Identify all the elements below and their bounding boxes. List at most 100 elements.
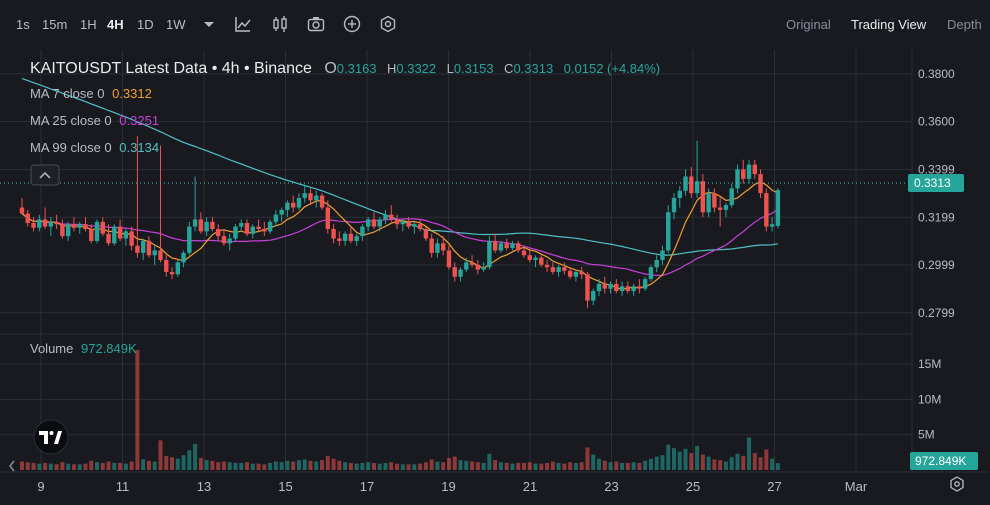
tradingview-logo <box>33 419 69 455</box>
volume-axis: 15M 10M 5M <box>918 357 941 442</box>
candle-body <box>556 267 561 272</box>
volume-bar <box>245 462 250 470</box>
settings-icon[interactable] <box>378 14 398 34</box>
candle-body <box>579 271 584 275</box>
candle-body <box>648 267 654 280</box>
candle-body <box>331 228 336 239</box>
candle-body <box>614 283 619 292</box>
volume-bar <box>141 459 146 470</box>
timeframe-1d[interactable]: 1D <box>137 17 154 32</box>
time-tick-label: 23 <box>604 479 618 494</box>
volume-bar <box>268 462 273 470</box>
volume-bar <box>568 462 573 470</box>
view-original[interactable]: Original <box>786 17 831 32</box>
candle-body <box>262 228 267 232</box>
candle-body <box>123 231 129 239</box>
candle-body <box>112 226 117 244</box>
candle-body <box>233 226 238 239</box>
timeframe-4h[interactable]: 4H <box>107 17 124 32</box>
volume-bar <box>164 455 169 470</box>
chart-title: KAITOUSDT Latest Data • 4h • Binance <box>30 60 312 77</box>
candle-body <box>37 219 42 228</box>
volume-bar <box>320 460 325 470</box>
volume-bar <box>193 443 198 470</box>
volume-bar <box>695 446 700 470</box>
volume-bar <box>487 453 492 470</box>
candle-body <box>608 283 613 289</box>
time-tick-label: 11 <box>116 479 130 494</box>
candle-body <box>446 250 452 268</box>
chart-settings-icon[interactable] <box>950 476 964 492</box>
candle-body <box>89 228 94 241</box>
camera-icon[interactable] <box>306 14 326 34</box>
scroll-left-icon[interactable] <box>9 460 15 472</box>
volume-bar <box>250 463 255 470</box>
candle-body <box>175 262 180 275</box>
candle-body <box>452 267 457 277</box>
candle-body <box>337 238 342 241</box>
open-value: 0.3163 <box>337 61 377 76</box>
candle-body <box>54 221 59 225</box>
chevron-down-icon[interactable] <box>199 14 219 34</box>
ma99-line <box>21 78 779 256</box>
volume-bar <box>493 460 498 470</box>
volume-bar <box>285 460 290 470</box>
volume-bar <box>562 463 567 470</box>
candle-body <box>625 286 631 292</box>
volume-bar <box>429 459 434 470</box>
volume-bar <box>43 462 48 470</box>
volume-bar <box>406 464 411 470</box>
volume-bar <box>654 456 659 470</box>
candle-body <box>504 243 509 249</box>
volume-bar <box>666 444 671 470</box>
candle-body <box>723 205 729 210</box>
volume-bar <box>579 462 584 470</box>
view-depth[interactable]: Depth <box>947 17 982 32</box>
candle-body <box>319 195 325 208</box>
volume-bar <box>741 455 746 470</box>
candle-body <box>539 257 544 265</box>
volume-bar <box>597 458 601 470</box>
view-trading-view[interactable]: Trading View <box>851 17 927 32</box>
collapse-legend-button[interactable] <box>30 164 60 186</box>
price-tick-label: 0.2799 <box>918 306 955 320</box>
candle-body <box>383 214 388 220</box>
timeframe-1w[interactable]: 1W <box>166 17 186 32</box>
volume-bar <box>452 456 457 470</box>
volume-bar <box>20 461 24 470</box>
volume-bar <box>689 453 694 470</box>
candle-body <box>158 250 163 261</box>
candle-body <box>550 267 556 272</box>
add-icon[interactable] <box>342 14 362 34</box>
candle-body <box>192 219 198 227</box>
candle-body <box>48 221 54 227</box>
volume-bar <box>216 462 221 470</box>
volume-legend: Volume 972.849K <box>30 341 137 356</box>
candlesticks <box>19 135 781 308</box>
time-axis: 9 11 13 15 17 19 21 23 25 27 Mar <box>37 479 867 494</box>
ma25-legend: MA 25 close 0 0.3251 <box>30 113 159 128</box>
volume-bar <box>752 453 757 470</box>
volume-bar <box>504 462 509 470</box>
candle-body <box>100 221 105 234</box>
timeframe-1h[interactable]: 1H <box>80 17 97 32</box>
volume-bar <box>608 462 613 470</box>
volume-bar <box>747 437 752 470</box>
candle-body <box>146 240 152 256</box>
timeframe-15m[interactable]: 15m <box>42 17 68 32</box>
volume-bar <box>331 458 336 470</box>
close-value: 0.3313 <box>513 61 553 76</box>
indicators-icon[interactable] <box>233 14 253 34</box>
candle-body <box>406 221 411 227</box>
volume-tick-label: 15M <box>918 357 941 371</box>
candle-body <box>423 228 429 239</box>
candle-body <box>585 274 590 301</box>
volume-bar <box>366 462 371 470</box>
volume-bar <box>620 462 625 470</box>
timeframe-1s[interactable]: 1s <box>16 17 30 32</box>
high-value: 0.3322 <box>396 61 436 76</box>
volume-bar <box>204 460 209 470</box>
volume-bar <box>123 463 128 470</box>
candle-type-icon[interactable] <box>270 14 290 34</box>
